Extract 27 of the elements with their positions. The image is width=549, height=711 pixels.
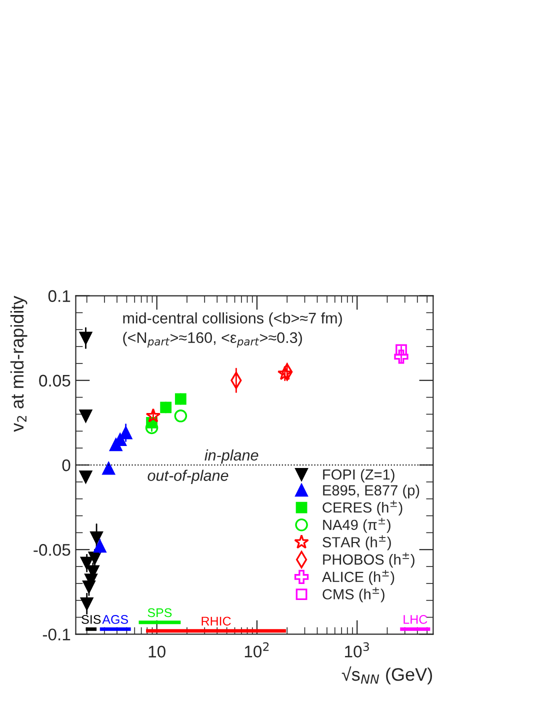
- series-label: RHIC: [202, 616, 231, 626]
- y-tick-label: 0.05: [39, 374, 70, 387]
- x-tick-label: 10$^{2}$: [244, 642, 269, 658]
- x-tick-label: 10: [148, 646, 166, 658]
- x-axis-title: √s$_{NN}$ (GeV): [342, 666, 432, 684]
- legend-label: PHOBOS (h$^{±}$): [323, 552, 414, 568]
- annotation: out-of-plane: [148, 470, 228, 484]
- legend-label: CERES (h$^{±}$): [322, 500, 402, 516]
- y-tick-label: -0.1: [42, 628, 70, 640]
- y-tick-label: 0.1: [48, 290, 70, 302]
- series-label: SPS: [148, 608, 172, 618]
- annotation: (<N$_{part}$>≈160, <ε$_{part}$>≈0.3): [123, 332, 302, 348]
- y-axis-title: v$_{2}$ at mid-rapidity: [10, 296, 28, 432]
- annotation: in-plane: [204, 449, 258, 464]
- x-tick-label: 10$^{3}$: [345, 642, 369, 658]
- series-label: LHC: [404, 615, 428, 624]
- y-tick-label: 0: [62, 459, 70, 472]
- series-label: SIS: [82, 615, 101, 624]
- y-tick-label: -0.05: [34, 544, 70, 556]
- legend-label: FOPI (Z=1): [323, 468, 394, 483]
- legend-label: CMS (h$^{±}$): [322, 587, 384, 602]
- series-label: AGS: [102, 615, 128, 624]
- annotation: mid-central collisions (<b>≈7 fm): [123, 312, 342, 327]
- legend-label: E895, E877 (p): [323, 484, 420, 498]
- legend-label: ALICE (h$^{±}$): [322, 570, 394, 585]
- legend-label: NA49 (π$^{±}$): [323, 518, 390, 533]
- legend-label: STAR (h$^{±}$): [322, 535, 391, 550]
